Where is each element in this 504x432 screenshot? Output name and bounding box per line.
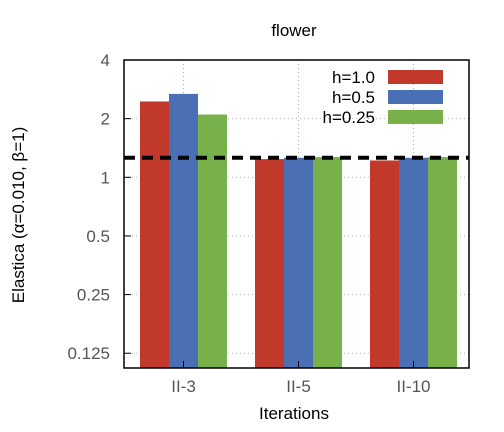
legend-label: h=0.5 — [332, 88, 375, 107]
x-axis-ticks: II-3 II-5 II-10 — [171, 361, 431, 396]
bars — [140, 93, 457, 369]
bar — [370, 160, 399, 368]
y-axis-ticks: 0.125 0.25 0.5 1 2 4 — [67, 51, 131, 363]
legend: h=1.0h=0.5h=0.25 — [323, 68, 443, 127]
bar — [284, 157, 313, 368]
bar — [169, 93, 198, 368]
y-axis-label: Elastica (α=0.010, β=1) — [9, 127, 28, 303]
y-tick-label: 0.5 — [86, 227, 110, 246]
legend-swatch — [388, 70, 443, 84]
bar — [428, 157, 457, 368]
legend-label: h=0.25 — [323, 108, 375, 127]
plot-frame — [123, 59, 470, 369]
bar — [399, 157, 428, 368]
bar — [140, 101, 169, 369]
y-tick-label: 0.125 — [67, 344, 110, 363]
y-tick-label: 0.25 — [77, 286, 110, 305]
legend-label: h=1.0 — [332, 68, 375, 87]
y-tick-label: 1 — [101, 168, 110, 187]
x-tick-label: II-10 — [396, 377, 430, 396]
y-tick-label: 2 — [101, 110, 110, 129]
legend-swatch — [388, 110, 443, 124]
x-tick-label: II-3 — [171, 377, 196, 396]
bar — [313, 157, 342, 368]
x-tick-label: II-5 — [286, 377, 311, 396]
chart-title: flower — [271, 21, 317, 40]
legend-swatch — [388, 90, 443, 104]
y-tick-label: 4 — [101, 51, 110, 70]
bar — [255, 159, 284, 368]
bar — [198, 114, 227, 368]
x-axis-label: Iterations — [259, 404, 329, 423]
